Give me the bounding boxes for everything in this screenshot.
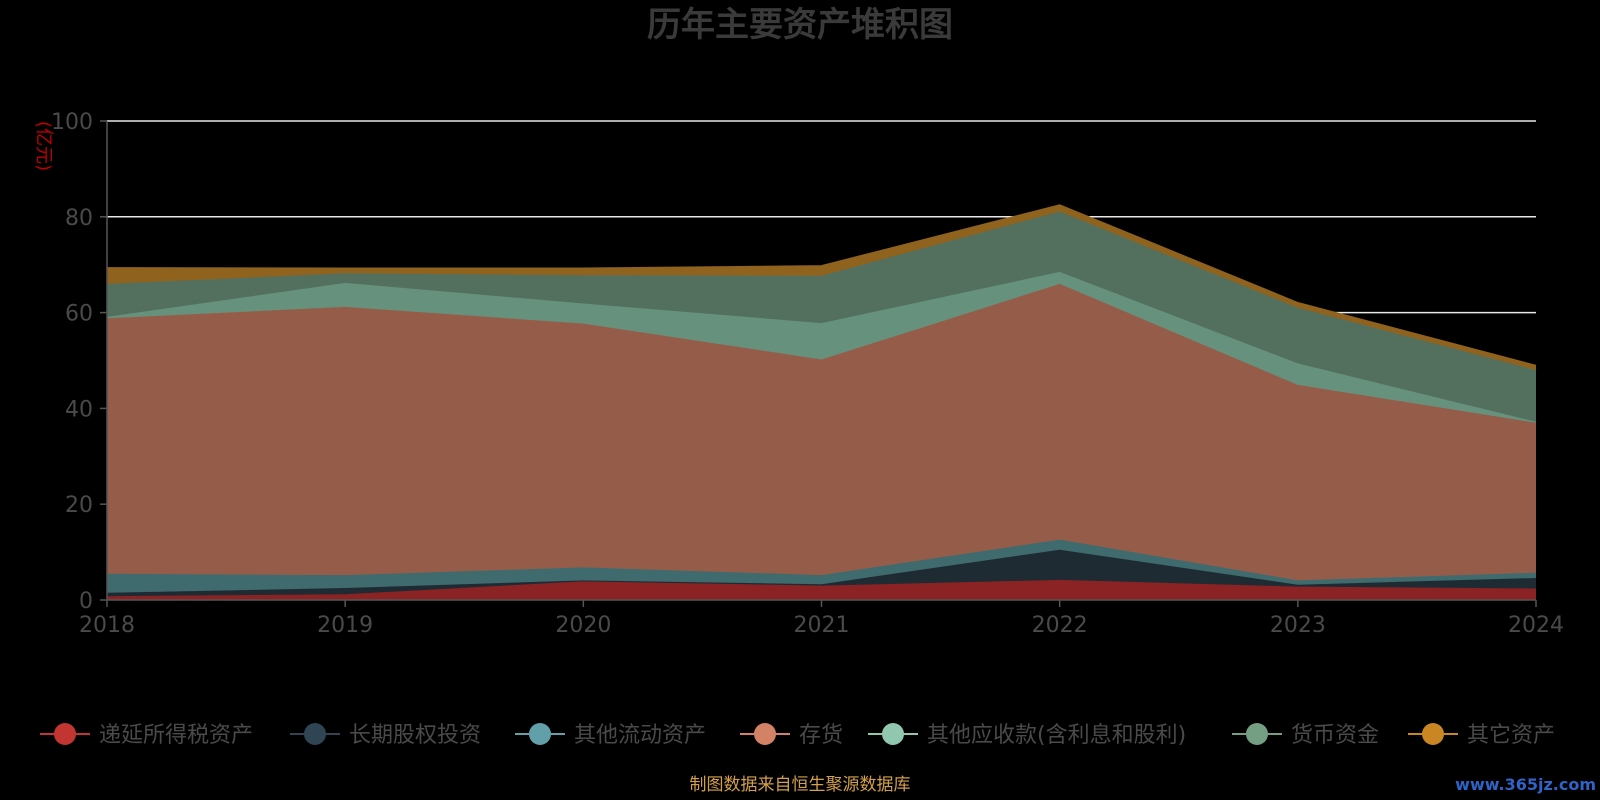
x-tick-label-2023: 2023 [1270, 613, 1326, 638]
area-series-6 [107, 205, 1536, 371]
legend-marker-4 [882, 723, 904, 745]
y-tick-label-100: 100 [51, 110, 93, 135]
legend-marker-6 [1422, 723, 1444, 745]
area-series [106, 204, 1537, 600]
y-tick-label-0: 0 [79, 589, 93, 614]
legend-label-0: 递延所得税资产 [99, 723, 253, 748]
legend-marker-1 [304, 723, 326, 745]
chart-title: 历年主要资产堆积图 [647, 5, 953, 45]
data-source-note: 制图数据来自恒生聚源数据库 [690, 775, 911, 795]
x-axis-ticks: 2018 2019 2020 2021 2022 2023 2024 [79, 600, 1564, 638]
legend-marker-3 [754, 723, 776, 745]
legend-marker-5 [1246, 723, 1268, 745]
legend: 递延所得税资产 长期股权投资 其他流动资产 存货 其他应收款(含利息和股利) 货币资金 其它… [40, 723, 1555, 748]
x-tick-label-2020: 2020 [555, 613, 611, 638]
y-axis-unit: (亿元) [33, 121, 54, 171]
y-tick-label-60: 60 [65, 302, 93, 327]
area-series-2 [107, 539, 1536, 593]
area-series-3 [107, 283, 1536, 581]
legend-item-0[interactable]: 递延所得税资产 [40, 723, 253, 748]
legend-marker-0 [54, 723, 76, 745]
y-tick-label-80: 80 [65, 206, 93, 231]
area-series-0 [107, 579, 1536, 600]
x-tick-label-2018: 2018 [79, 613, 135, 638]
legend-label-4: 其他应收款(含利息和股利) [927, 723, 1186, 748]
legend-label-5: 货币资金 [1291, 723, 1379, 748]
legend-label-3: 存货 [799, 723, 843, 748]
legend-marker-2 [529, 723, 551, 745]
y-axis-ticks: 0 20 40 60 80 100 [51, 110, 107, 614]
y-tick-label-20: 20 [65, 493, 93, 518]
legend-label-1: 长期股权投资 [349, 723, 481, 748]
x-tick-label-2024: 2024 [1508, 613, 1564, 638]
x-tick-label-2022: 2022 [1032, 613, 1088, 638]
x-tick-label-2019: 2019 [317, 613, 373, 638]
legend-item-2[interactable]: 其他流动资产 [515, 723, 706, 748]
legend-item-4[interactable]: 其他应收款(含利息和股利) [868, 723, 1186, 748]
legend-item-3[interactable]: 存货 [740, 723, 843, 748]
y-tick-label-40: 40 [65, 397, 93, 422]
legend-item-6[interactable]: 其它资产 [1408, 723, 1555, 748]
watermark: www.365jz.com [1455, 775, 1596, 794]
legend-label-6: 其它资产 [1467, 723, 1555, 748]
legend-label-2: 其他流动资产 [574, 723, 706, 748]
x-tick-label-2021: 2021 [794, 613, 850, 638]
area-series-5 [107, 211, 1536, 422]
legend-item-5[interactable]: 货币资金 [1232, 723, 1379, 748]
area-edge-6 [106, 204, 1537, 367]
area-series-4 [107, 271, 1536, 423]
legend-item-1[interactable]: 长期股权投资 [290, 723, 481, 748]
